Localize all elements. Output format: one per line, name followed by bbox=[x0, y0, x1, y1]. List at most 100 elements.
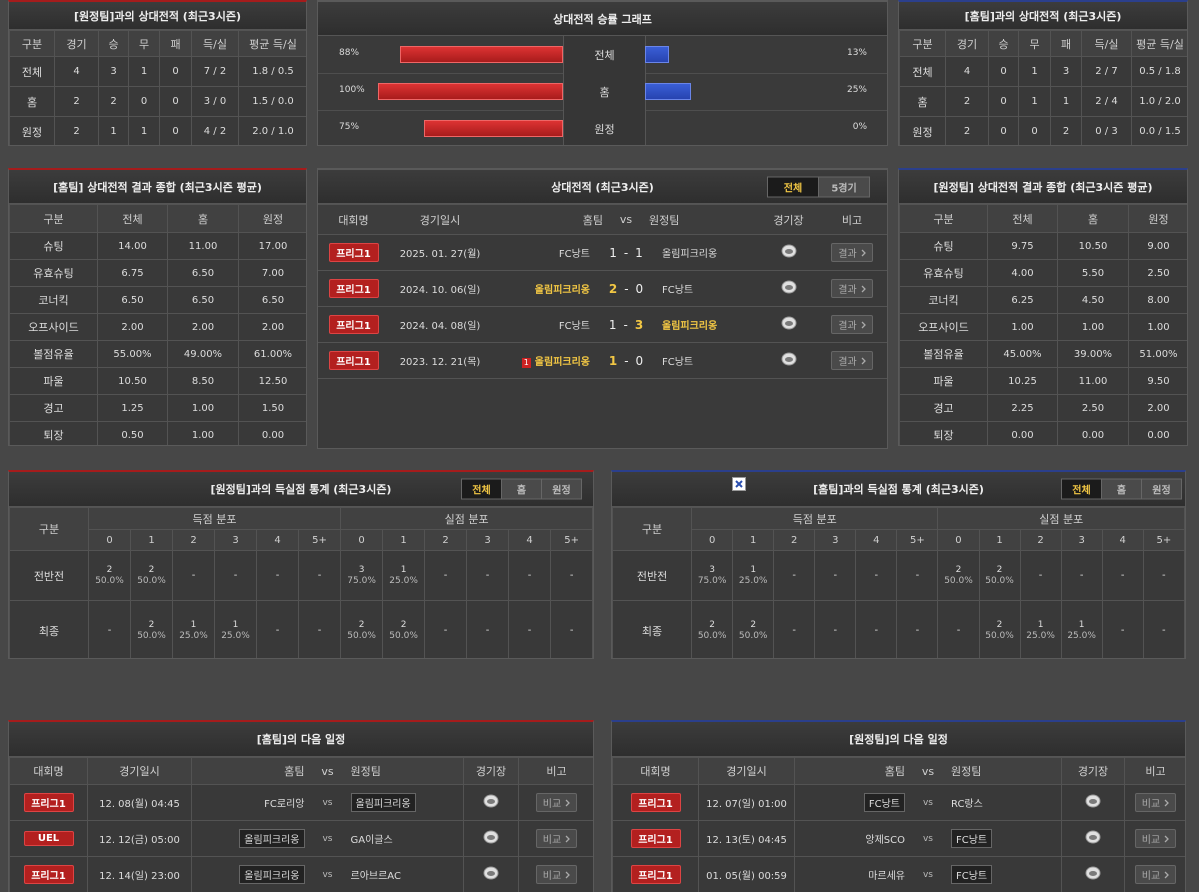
button-text: 결과 bbox=[838, 249, 857, 260]
row-label: 최종 bbox=[612, 600, 693, 658]
bucket-header: 4 bbox=[256, 529, 299, 551]
vs: vs bbox=[322, 833, 333, 844]
header-home: 홈팀 bbox=[582, 213, 603, 227]
goal-count: 3 bbox=[358, 564, 365, 575]
home-rate-label: 100% bbox=[339, 85, 365, 95]
stadium-field bbox=[784, 249, 793, 254]
data-cell: 55.00% bbox=[97, 340, 168, 368]
tab[interactable]: 홈 bbox=[501, 479, 541, 499]
goal-count: 1 bbox=[190, 619, 197, 630]
data-row: 퇴장 0.00 0.00 0.00 bbox=[899, 421, 1187, 445]
rate-row: 88% 전체 13% bbox=[318, 36, 887, 74]
tab[interactable]: 원정 bbox=[541, 479, 581, 499]
result-button[interactable]: 결과 bbox=[831, 315, 873, 334]
data-cell: 0.00 bbox=[238, 421, 306, 445]
home-team-wrap: 1 올림피크리옹 bbox=[491, 353, 598, 368]
tab[interactable]: 전체 bbox=[768, 177, 818, 196]
away-team-wrap: 올림피크리옹 bbox=[654, 245, 761, 260]
goal-count: 1 bbox=[1037, 619, 1044, 630]
home-rate-bar bbox=[400, 46, 563, 63]
panel-title: [원정팀] 상대전적 결과 종합 (최근3시즌 평균) bbox=[899, 170, 1187, 204]
empty-cell: - bbox=[550, 550, 593, 601]
empty-cell: - bbox=[172, 550, 215, 601]
league-cell: 프리그1 bbox=[612, 784, 699, 821]
goal-count: 2 bbox=[996, 564, 1003, 575]
data-row: 원정 2 0 0 2 0 / 3 0.0 / 1.5 bbox=[899, 116, 1187, 145]
compare-button[interactable]: 비교 bbox=[1134, 829, 1177, 848]
bucket-header: 1 bbox=[978, 529, 1021, 551]
row-label: 전체 bbox=[9, 56, 55, 87]
tab[interactable]: 전체 bbox=[1062, 479, 1101, 499]
empty-cell: - bbox=[214, 550, 257, 601]
empty-cell: - bbox=[1101, 550, 1144, 601]
compare-button[interactable]: 비교 bbox=[1134, 865, 1177, 884]
panel: 상대전적 (최근3시즌) 전체 5경기 대회명 경기일시 홈팀 vs 원정팀 경기장 비고 프리그1… bbox=[317, 168, 888, 449]
empty-cell: - bbox=[814, 550, 857, 601]
goal-row: 전반전 2 50.0% 2 50.0% - - - -3 75.0% 1 25.0% - - - - bbox=[9, 550, 593, 601]
chevron-icon bbox=[1164, 835, 1170, 842]
goal-cell: 2 50.0% bbox=[937, 550, 980, 601]
compare-button[interactable]: 비교 bbox=[1134, 793, 1177, 812]
datetime-cell: 01. 05(월) 00:59 bbox=[698, 856, 795, 892]
tab[interactable]: 5경기 bbox=[818, 177, 869, 196]
bucket-header: 2 bbox=[424, 529, 468, 551]
stadium-field bbox=[1089, 799, 1097, 804]
teams: 올림피크리옹 2-0 FC낭트 bbox=[491, 281, 761, 297]
result-button[interactable]: 결과 bbox=[831, 351, 873, 370]
stadium-icon bbox=[1085, 866, 1101, 880]
result-button[interactable]: 결과 bbox=[831, 279, 873, 298]
teams: FC낭트 vs RC랑스 bbox=[796, 793, 1061, 812]
panel-title: 상대전적 (최근3시즌) 전체 5경기 bbox=[318, 170, 887, 204]
stadium-cell bbox=[1061, 820, 1125, 857]
away-team: RC랑스 bbox=[951, 799, 983, 810]
rate-category: 전체 bbox=[563, 36, 646, 73]
away-rate-label: 13% bbox=[846, 48, 867, 58]
panel: 상대전적 승률 그래프 88% 전체 13% 100% 홈 25% 75% 원정 0% bbox=[317, 0, 888, 146]
panel-title: [원정팀]과의 득실점 통계 (최근3시즌) 전체 홈 원정 bbox=[9, 472, 593, 507]
home-team-wrap: FC낭트 bbox=[796, 793, 914, 812]
row-label: 볼점유율 bbox=[899, 340, 988, 368]
data-cell: 0 bbox=[159, 86, 192, 117]
compare-button[interactable]: 비교 bbox=[535, 829, 578, 848]
tab[interactable]: 원정 bbox=[1141, 479, 1181, 499]
tab[interactable]: 전체 bbox=[462, 479, 501, 499]
data-cell: 2.25 bbox=[987, 394, 1058, 422]
away-team-wrap: 올림피크리옹 bbox=[343, 793, 463, 812]
header-cell: 경기 bbox=[54, 30, 99, 57]
data-cell: 1.00 bbox=[167, 421, 239, 445]
goal-percent: 25.0% bbox=[179, 630, 208, 641]
bucket-row: 0 1 2 3 4 5+ 0 1 2 3 4 5+ bbox=[10, 529, 593, 551]
empty-cell: - bbox=[424, 550, 468, 601]
stadium-cell bbox=[761, 306, 816, 343]
chevron-line bbox=[565, 835, 571, 842]
home-team-wrap: 올림피크리옹 bbox=[491, 281, 598, 296]
data-cell: 2 bbox=[54, 86, 99, 117]
row-label: 볼점유율 bbox=[9, 340, 98, 368]
compare-button[interactable]: 비교 bbox=[535, 793, 578, 812]
result-button[interactable]: 결과 bbox=[831, 243, 873, 262]
schedule-row: 프리그1 12. 13(토) 04:45 앙제SCO vs FC낭트 비교 bbox=[612, 820, 1185, 857]
compare-button[interactable]: 비교 bbox=[535, 865, 578, 884]
stadium-icon bbox=[781, 316, 796, 330]
header-cell: 평균 득/실 bbox=[238, 30, 306, 57]
data-cell: 1.00 bbox=[1128, 313, 1187, 341]
empty-cell: - bbox=[1060, 550, 1103, 601]
data-cell: 49.00% bbox=[167, 340, 239, 368]
goal-percent: 25.0% bbox=[389, 575, 418, 586]
button-text: 결과 bbox=[838, 321, 857, 332]
goal-cell: 2 50.0% bbox=[130, 550, 173, 601]
datetime-cell: 12. 08(월) 04:45 bbox=[87, 784, 192, 821]
data-cell: 7.00 bbox=[238, 259, 306, 287]
header-teams: 홈팀 vs 원정팀 bbox=[491, 212, 761, 228]
chevron-line bbox=[861, 357, 866, 364]
teams: FC로리앙 vs 올림피크리옹 bbox=[193, 793, 463, 812]
league-badge: 프리그1 bbox=[328, 279, 379, 298]
date-cell: 2024. 04. 08(일) bbox=[389, 306, 491, 343]
bucket-header: 5+ bbox=[550, 529, 593, 551]
tab[interactable]: 홈 bbox=[1101, 479, 1141, 499]
data-cell: 0 bbox=[988, 56, 1019, 87]
empty-cell: - bbox=[88, 600, 131, 658]
button-cell: 결과 bbox=[816, 342, 887, 379]
